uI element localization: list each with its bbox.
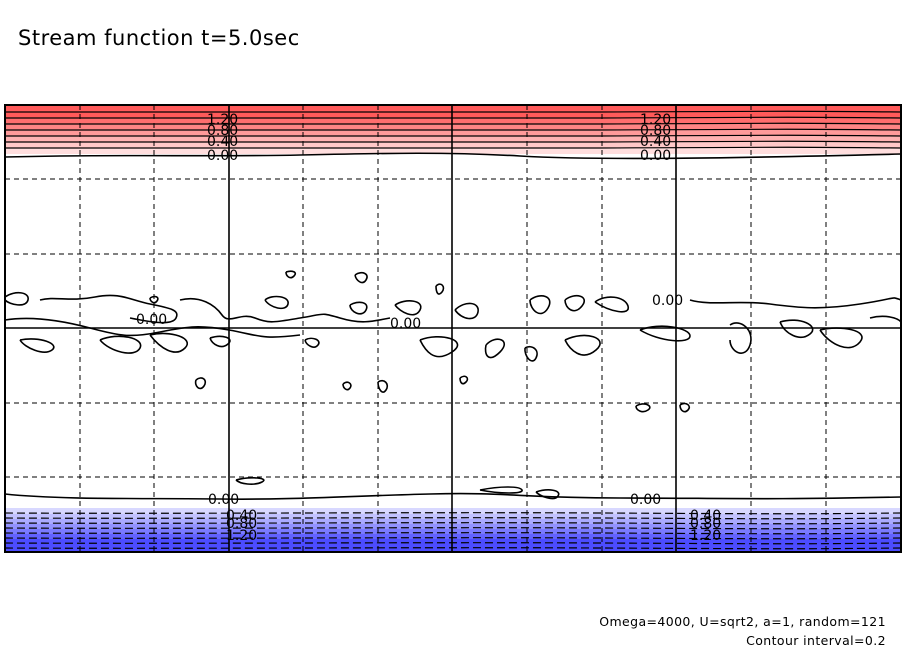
- contour-line-zero: [535, 489, 560, 500]
- contour-line-zero: [4, 317, 301, 338]
- contour-line-positive: [4, 140, 902, 143]
- contour-line-zero: [779, 319, 814, 338]
- contour-label-top: 0.80: [640, 123, 671, 139]
- bottom-band: [5, 519, 901, 524]
- contour-line-zero: [209, 335, 231, 348]
- contour-labels: 1.200.800.400.001.200.800.400.000.00 0.00…: [136, 112, 721, 544]
- bottom-band: [5, 508, 901, 514]
- contour-label-middle: 0.00: [652, 293, 683, 309]
- grid-lines: [5, 105, 901, 552]
- contour-line-zero: [19, 338, 55, 353]
- contour-label-bottom: 0.00: [630, 492, 661, 508]
- contour-line-zero: [419, 336, 459, 358]
- contour-line-zero: [354, 272, 368, 284]
- top-band: [5, 142, 901, 148]
- contour-line-zero: [635, 403, 651, 413]
- contour-label-top: 0.40: [207, 134, 238, 150]
- contour-line-zero: [4, 291, 29, 306]
- contour-line-zero: [689, 297, 902, 309]
- bottom-band: [5, 524, 901, 529]
- contour-line-negative: [4, 542, 902, 545]
- top-band: [5, 148, 901, 154]
- bottom-band: [5, 514, 901, 519]
- contour-line-zero: [529, 295, 551, 315]
- contour-line-negative: [4, 532, 902, 535]
- top-band: [5, 130, 901, 136]
- contour-label-top: 0.40: [640, 134, 671, 150]
- contour-line-zero: [149, 295, 159, 304]
- contour-line-negative: [4, 512, 902, 515]
- contour-line-zero: [4, 152, 902, 160]
- contour-line-zero: [39, 294, 178, 324]
- contour-line-negative: [4, 547, 902, 550]
- contour-line-positive: [4, 110, 902, 113]
- contour-label-top: 0.00: [640, 148, 671, 164]
- parameter-note: Omega=4000, U=sqrt2, a=1, random=121: [599, 614, 886, 629]
- contour-line-zero: [349, 301, 368, 315]
- contour-lines: [4, 110, 902, 550]
- contour-label-bottom: 1.20: [690, 528, 721, 544]
- contour-line-positive: [4, 146, 902, 149]
- contour-line-zero: [99, 335, 142, 354]
- contour-line-negative: [4, 517, 902, 520]
- contour-line-zero: [524, 345, 538, 362]
- contour-label-bottom: 0.80: [226, 516, 257, 532]
- contour-line-zero: [285, 270, 297, 279]
- contour-label-bottom: 0.40: [690, 508, 721, 524]
- top-band: [5, 124, 901, 130]
- contour-label-bottom: 0.40: [226, 508, 257, 524]
- contour-line-zero: [679, 402, 691, 413]
- contour-label-middle: 0.00: [390, 316, 421, 332]
- top-band: [5, 136, 901, 142]
- contour-line-zero: [564, 334, 601, 356]
- contour-line-zero: [484, 338, 506, 359]
- contour-line-zero: [639, 325, 691, 342]
- contour-line-zero: [235, 477, 265, 485]
- contour-line-zero: [194, 377, 207, 390]
- contour-label-bottom: 0.80: [690, 516, 721, 532]
- contour-line-zero: [819, 327, 863, 349]
- bottom-band: [5, 529, 901, 534]
- contour-line-zero: [435, 283, 445, 295]
- contour-line-zero: [342, 381, 352, 391]
- contour-label-top: 1.20: [207, 112, 238, 128]
- contour-line-zero: [4, 492, 902, 500]
- contour-line-zero: [304, 337, 320, 348]
- bottom-band: [5, 534, 901, 539]
- contour-label-top: 0.80: [207, 123, 238, 139]
- chart-title: Stream function t=5.0sec: [18, 26, 300, 50]
- contour-line-zero: [729, 322, 752, 354]
- contour-line-positive: [4, 128, 902, 131]
- contour-line-zero: [264, 295, 289, 310]
- contour-interval-note: Contour interval=0.2: [746, 633, 886, 648]
- contour-line-zero: [454, 302, 479, 320]
- contour-line-negative: [4, 522, 902, 525]
- contour-line-zero: [869, 315, 902, 323]
- contour-label-bottom: 0.00: [208, 492, 239, 508]
- contour-line-positive: [4, 116, 902, 119]
- contour-line-negative: [4, 527, 902, 530]
- contour-line-zero: [479, 486, 523, 494]
- contour-label-middle: 0.00: [136, 312, 167, 328]
- top-band: [5, 118, 901, 124]
- contour-line-zero: [459, 375, 469, 385]
- contour-line-positive: [4, 122, 902, 125]
- plot-frame: [4, 104, 902, 553]
- contour-label-top: 0.00: [207, 148, 238, 164]
- contour-line-zero: [394, 300, 422, 316]
- contour-label-bottom: 1.20: [226, 528, 257, 544]
- contour-label-top: 1.20: [640, 112, 671, 128]
- contour-line-negative: [4, 537, 902, 540]
- contour-line-zero: [377, 379, 389, 393]
- bottom-band: [5, 539, 901, 552]
- contour-line-zero: [179, 297, 391, 323]
- contour-line-zero: [149, 332, 188, 353]
- contour-line-positive: [4, 134, 902, 137]
- contour-line-zero: [564, 294, 585, 312]
- contour-line-zero: [594, 296, 629, 313]
